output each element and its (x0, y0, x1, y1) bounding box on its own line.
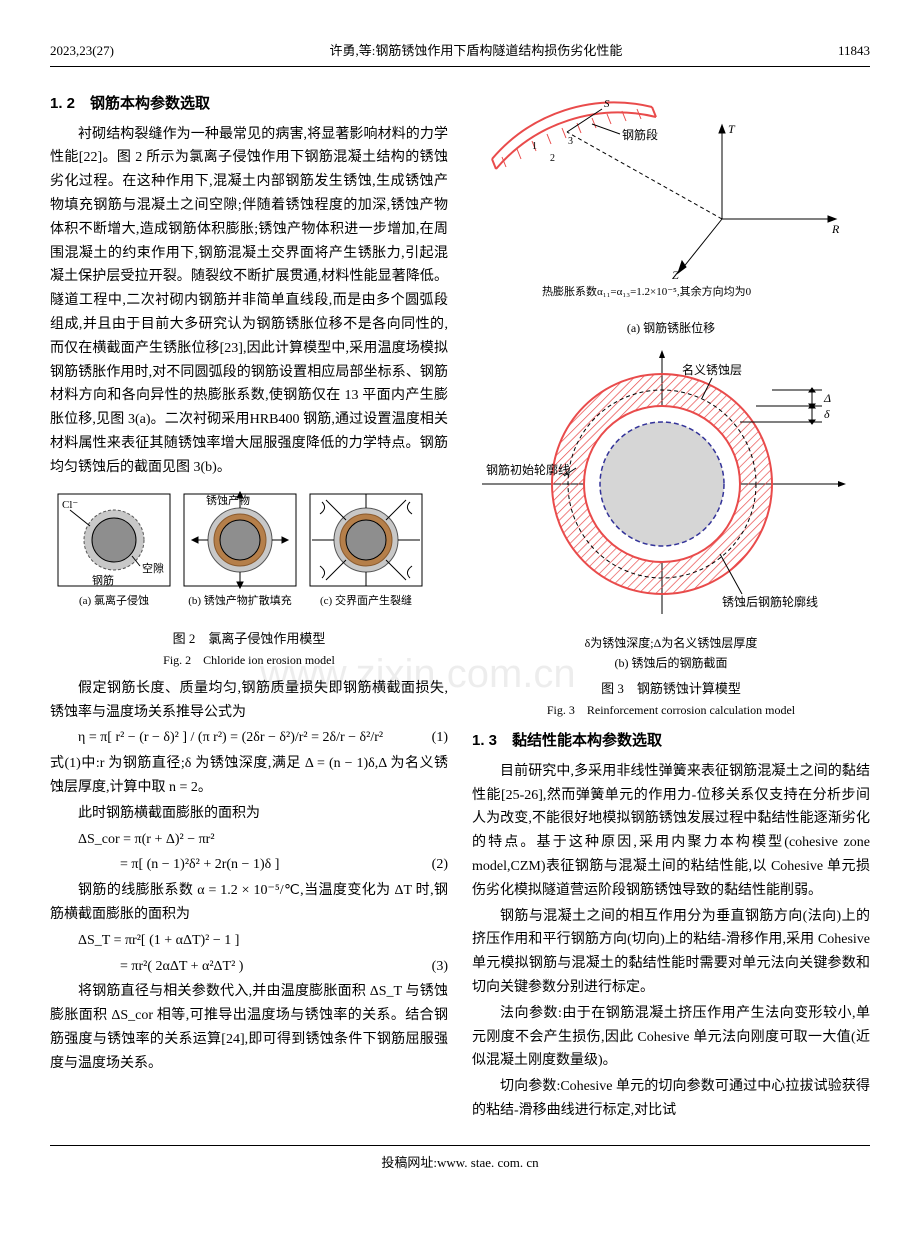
fig3b-Delta: Δ (823, 391, 831, 405)
right-column: 钢筋段 S 1 2 3 T R Z 热膨胀系数α₁₁=α₁₃=1.2×10⁻⁵,… (472, 83, 870, 1125)
fig3b-after: 锈蚀后钢筋轮廓线 (722, 594, 818, 609)
fig3a-s: S (604, 98, 610, 110)
para-3: 式(1)中:r 为钢筋直径;δ 为锈蚀深度,满足 Δ = (n − 1)δ,Δ … (50, 752, 448, 800)
equation-2b: = π[ (n − 1)²δ² + 2r(n − 1)δ ] (2) (50, 853, 448, 877)
figure-3a-svg: 钢筋段 S 1 2 3 T R Z 热膨胀系数α₁₁=α₁₃=1.2×10⁻⁵,… (472, 89, 852, 309)
para-r3: 法向参数:由于在钢筋混凝土挤压作用产生法向变形较小,单元刚度不会产生损伤,因此 … (472, 1002, 870, 1073)
fig3b-subcap: (b) 锈蚀后的钢筋截面 (472, 653, 870, 673)
figure-3b-svg: 名义锈蚀层 钢筋初始轮廓线 锈蚀后钢筋轮廓线 Δ δ (472, 344, 852, 624)
fig3a-n3: 3 (568, 136, 573, 147)
header-center: 许勇,等:钢筋锈蚀作用下盾构隧道结构损伤劣化性能 (330, 40, 623, 62)
fig2-rebar-label: 钢筋 (92, 573, 114, 587)
page-footer: 投稿网址:www. stae. com. cn (50, 1145, 870, 1174)
para-6: 将钢筋直径与相关参数代入,并由温度膨胀面积 ΔS_T 与锈蚀膨胀面积 ΔS_co… (50, 980, 448, 1075)
fig3a-rebar-seg: 钢筋段 (622, 127, 658, 142)
left-column: 1. 2 钢筋本构参数选取 衬砌结构裂缝作为一种最常见的病害,将显著影响材料的力… (50, 83, 448, 1125)
para-r1: 目前研究中,多采用非线性弹簧来表征钢筋混凝土之间的黏结性能[25-26],然而弹… (472, 760, 870, 903)
para-1: 衬砌结构裂缝作为一种最常见的病害,将显著影响材料的力学性能[22]。图 2 所示… (50, 123, 448, 480)
eq2a-body: ΔS_cor = π(r + Δ)² − πr² (50, 828, 448, 852)
page-header: 2023,23(27) 许勇,等:钢筋锈蚀作用下盾构隧道结构损伤劣化性能 118… (50, 40, 870, 67)
eq2b-body: = π[ (n − 1)²δ² + 2r(n − 1)δ ] (50, 853, 404, 877)
eq1-num: (1) (404, 726, 448, 750)
section-1-2-title: 1. 2 钢筋本构参数选取 (50, 91, 448, 117)
fig2-sub-b: (b) 锈蚀产物扩散填充 (188, 593, 292, 607)
fig3a-note: 热膨胀系数α₁₁=α₁₃=1.2×10⁻⁵,其余方向均为0 (542, 284, 752, 298)
eq3a-body: ΔS_T = πr²[ (1 + αΔT)² − 1 ] (50, 929, 448, 953)
fig2-caption-cn: 图 2 氯离子侵蚀作用模型 (50, 628, 448, 650)
section-1-3-title: 1. 3 黏结性能本构参数选取 (472, 728, 870, 754)
fig3b-nominal: 名义锈蚀层 (682, 362, 742, 377)
fig3a-Z: Z (672, 268, 679, 282)
fig2-caption-en: Fig. 2 Chloride ion erosion model (50, 650, 448, 670)
fig2-sub-a: (a) 氯离子侵蚀 (79, 593, 149, 607)
fig3a-subcap: (a) 钢筋锈胀位移 (472, 318, 870, 338)
fig3a-T: T (728, 122, 736, 136)
fig3a-n2: 2 (550, 153, 555, 164)
figure-2-svg: Cl⁻ 钢筋 空隙 锈蚀产物 (50, 486, 430, 616)
two-column-layout: 1. 2 钢筋本构参数选取 衬砌结构裂缝作为一种最常见的病害,将显著影响材料的力… (50, 83, 870, 1125)
fig2-sub-c: (c) 交界面产生裂缝 (320, 593, 412, 607)
para-5: 钢筋的线膨胀系数 α = 1.2 × 10⁻⁵/℃,当温度变化为 ΔT 时,钢筋… (50, 879, 448, 927)
fig3-caption-en: Fig. 3 Reinforcement corrosion calculati… (472, 700, 870, 720)
eq3b-body: = πr²( 2αΔT + α²ΔT² ) (50, 955, 404, 979)
header-right: 11843 (838, 40, 870, 62)
fig3b-init: 钢筋初始轮廓线 (486, 462, 570, 477)
fig2-gap-label: 空隙 (142, 561, 164, 575)
fig2-cl-label: Cl⁻ (62, 499, 78, 511)
fig3-caption-cn: 图 3 钢筋锈蚀计算模型 (472, 678, 870, 700)
fig3b-note: δ为锈蚀深度;Δ为名义锈蚀层厚度 (472, 633, 870, 653)
eq3b-num: (3) (404, 955, 448, 979)
fig3b-delta: δ (824, 407, 830, 421)
para-4: 此时钢筋横截面膨胀的面积为 (50, 802, 448, 826)
fig3a-R: R (831, 222, 840, 236)
equation-1: η = π[ r² − (r − δ)² ] / (π r²) = (2δr −… (50, 726, 448, 750)
equation-2a: ΔS_cor = π(r + Δ)² − πr² (50, 828, 448, 852)
para-r4: 切向参数:Cohesive 单元的切向参数可通过中心拉拔试验获得的粘结-滑移曲线… (472, 1075, 870, 1123)
equation-3b: = πr²( 2αΔT + α²ΔT² ) (3) (50, 955, 448, 979)
figure-3b: 名义锈蚀层 钢筋初始轮廓线 锈蚀后钢筋轮廓线 Δ δ δ为锈蚀深度;Δ为名义锈蚀… (472, 344, 870, 720)
para-2: 假定钢筋长度、质量均匀,钢筋质量损失即钢筋横截面损失,锈蚀率与温度场关系推导公式… (50, 677, 448, 725)
figure-3a: 钢筋段 S 1 2 3 T R Z 热膨胀系数α₁₁=α₁₃=1.2×10⁻⁵,… (472, 89, 870, 338)
fig2-rust-label: 锈蚀产物 (206, 493, 250, 507)
eq2b-num: (2) (404, 853, 448, 877)
fig3a-n1: 1 (532, 141, 537, 152)
header-left: 2023,23(27) (50, 40, 114, 62)
eq1-body: η = π[ r² − (r − δ)² ] / (π r²) = (2δr −… (50, 726, 404, 750)
figure-2: Cl⁻ 钢筋 空隙 锈蚀产物 (50, 486, 448, 671)
equation-3a: ΔS_T = πr²[ (1 + αΔT)² − 1 ] (50, 929, 448, 953)
para-r2: 钢筋与混凝土之间的相互作用分为垂直钢筋方向(法向)上的挤压作用和平行钢筋方向(切… (472, 905, 870, 1000)
